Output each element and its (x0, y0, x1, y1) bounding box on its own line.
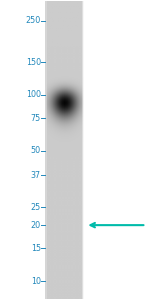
Text: 100: 100 (26, 90, 41, 99)
Text: 15: 15 (31, 244, 41, 253)
Text: 20: 20 (31, 220, 41, 230)
Bar (45, 1, 82, 299)
Text: 25: 25 (31, 202, 41, 211)
Text: 150: 150 (26, 58, 41, 67)
Text: 75: 75 (31, 114, 41, 123)
Text: 37: 37 (31, 171, 41, 180)
Text: 10: 10 (31, 277, 41, 286)
Text: 50: 50 (31, 146, 41, 155)
Text: 250: 250 (26, 16, 41, 25)
